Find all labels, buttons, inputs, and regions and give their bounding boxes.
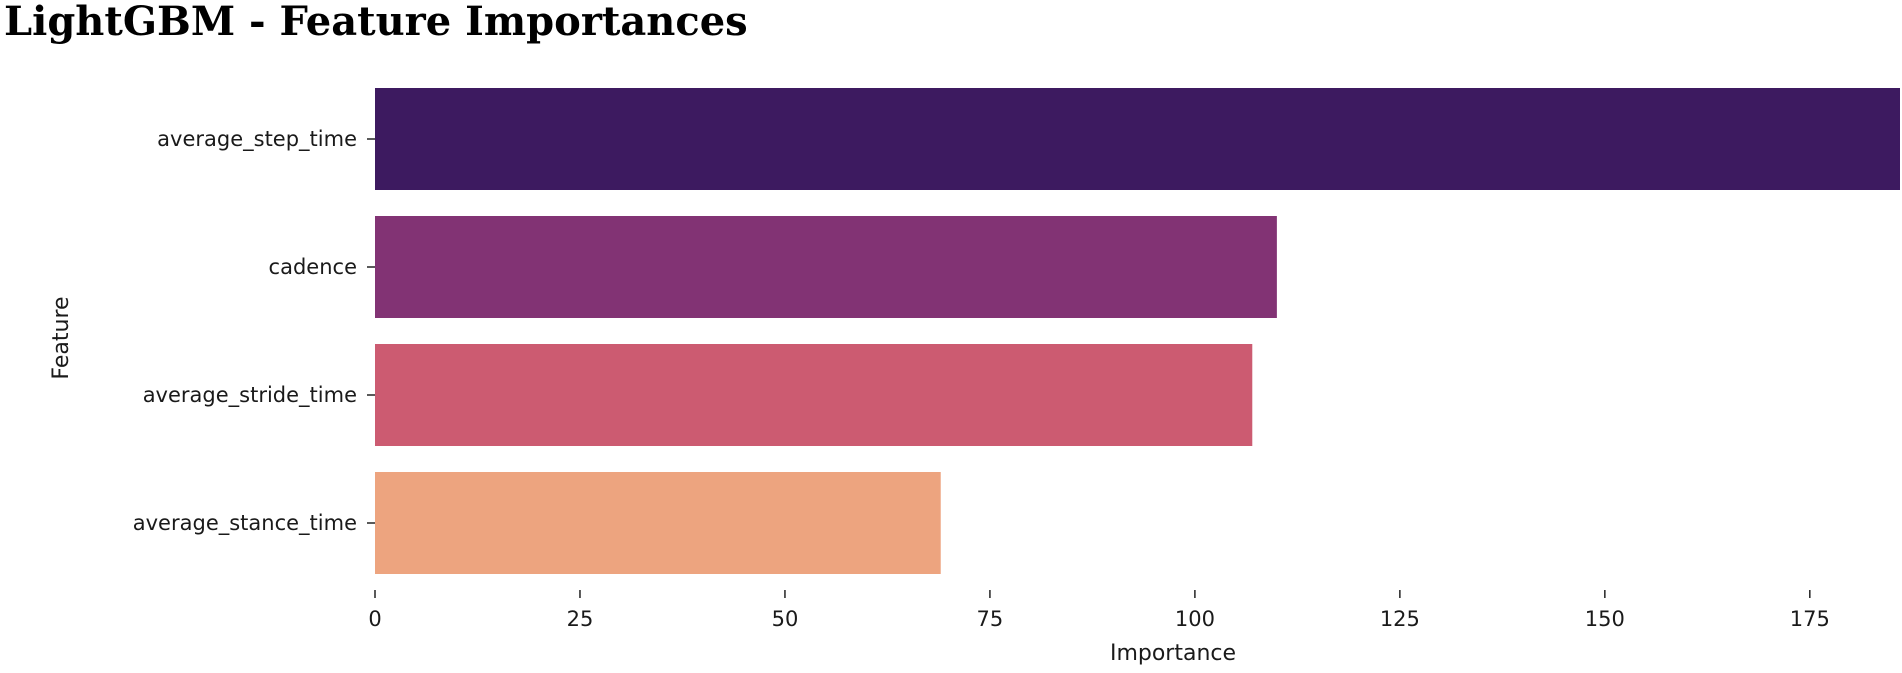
y-axis-label: Feature (49, 296, 74, 379)
x-tick-label: 50 (772, 607, 799, 631)
bar-average-stride-time (375, 344, 1253, 446)
x-tick-label: 25 (567, 607, 594, 631)
y-tick-label: average_stride_time (143, 383, 357, 408)
bar-average-step-time (375, 88, 1900, 190)
x-axis-label: Importance (1110, 641, 1236, 666)
x-tick-label: 0 (368, 607, 381, 631)
y-tick-label: average_step_time (157, 127, 357, 152)
x-tick-label: 175 (1790, 607, 1830, 631)
x-tick-label: 75 (977, 607, 1004, 631)
x-axis: 0 25 50 75 100 125 150 175 (368, 590, 1830, 631)
y-tick-label: cadence (269, 255, 357, 279)
bar-cadence (375, 216, 1277, 318)
bars (375, 88, 1900, 574)
chart-title: LightGBM - Feature Importances (4, 0, 748, 45)
x-tick-label: 150 (1585, 607, 1625, 631)
x-tick-label: 125 (1380, 607, 1420, 631)
y-tick-label: average_stance_time (133, 511, 357, 536)
x-tick-label: 100 (1175, 607, 1215, 631)
bar-average-stance-time (375, 472, 941, 574)
